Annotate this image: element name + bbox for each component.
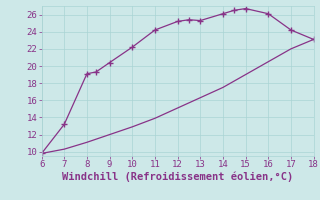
X-axis label: Windchill (Refroidissement éolien,°C): Windchill (Refroidissement éolien,°C)	[62, 172, 293, 182]
